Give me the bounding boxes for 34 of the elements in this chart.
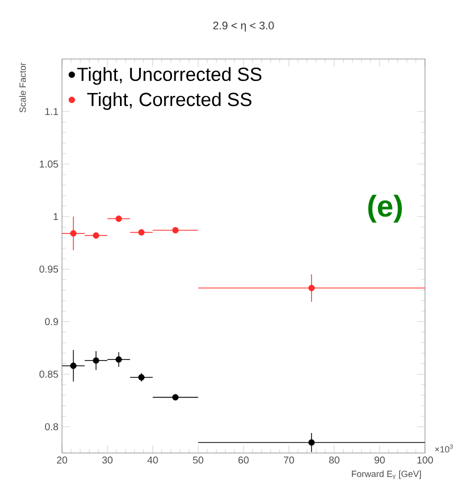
x-tick-label: 90 — [374, 456, 385, 464]
point — [308, 284, 315, 292]
x-tick-label: 60 — [238, 456, 249, 464]
x-tick-label: 30 — [102, 456, 113, 464]
y-tick-label: 0.9 — [45, 318, 58, 326]
y-tick-label: 1.05 — [40, 160, 58, 168]
legend-label: Tight, Uncorrected SS — [77, 67, 262, 85]
text: ×10$^{3}$ — [435, 444, 453, 452]
y-tick-label: 0.95 — [39, 266, 58, 273]
x-tick-label: 80 — [329, 456, 340, 464]
point — [92, 232, 100, 239]
y-tick-label: 1 — [54, 213, 58, 220]
point — [92, 357, 100, 364]
annotation: (e) — [368, 194, 402, 223]
y-tick-label: 1.1 — [45, 108, 58, 115]
chart-title: 2.9 < η < 3.0 — [213, 22, 274, 32]
y-tick-label: 0.85 — [39, 370, 58, 378]
x-tick-label: 40 — [147, 456, 158, 464]
x-tick-label: 20 — [56, 456, 68, 464]
point — [70, 230, 77, 237]
y-axis-title: Scale Factor — [19, 62, 26, 112]
x-tick-label: 70 — [284, 456, 294, 464]
y-tick-label: 0.8 — [45, 423, 58, 430]
point — [116, 356, 122, 363]
point — [116, 216, 122, 222]
point — [138, 229, 145, 236]
x-axis-title: Forward E$_{γ}$ [GeV] — [352, 470, 421, 480]
legend-label: Tight, Corrected SS — [87, 92, 252, 110]
point — [172, 227, 179, 234]
x-tick-label: 100 — [417, 456, 433, 464]
point — [70, 362, 77, 369]
point — [308, 439, 315, 446]
x-tick-label: 50 — [192, 456, 204, 464]
point — [172, 394, 179, 400]
